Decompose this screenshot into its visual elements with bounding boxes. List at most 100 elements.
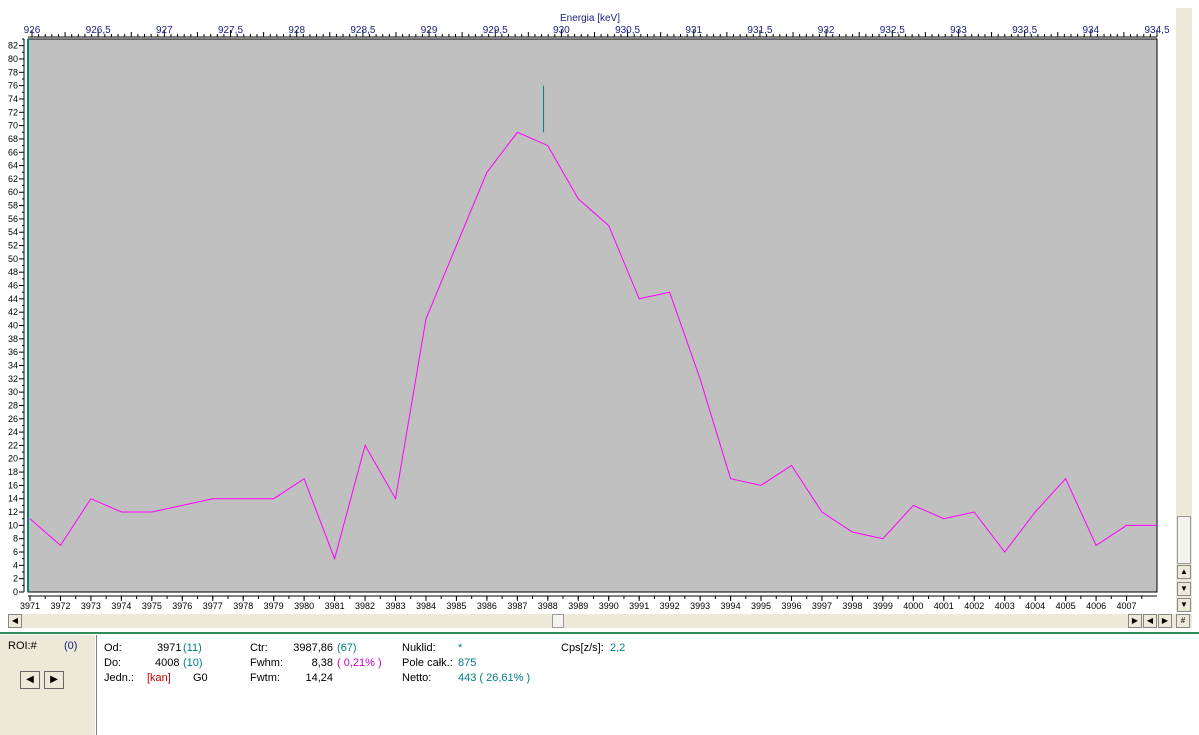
scroll-end-left-button[interactable]: ◀: [1143, 614, 1157, 628]
top-tick-label: 927: [156, 25, 173, 36]
x-tick-label: 3976: [172, 601, 192, 611]
x-tick-label: 3986: [477, 601, 497, 611]
y-tick-label: 70: [8, 121, 18, 131]
y-tick-label: 42: [8, 307, 18, 317]
jedn-value: [kan]: [147, 672, 171, 684]
ctr-label: Ctr:: [250, 642, 268, 654]
y-tick-label: 48: [8, 267, 18, 277]
x-tick-label: 4005: [1056, 601, 1076, 611]
x-tick-label: 3989: [568, 601, 588, 611]
netto-value: 443 ( 26,61% ): [458, 672, 531, 684]
y-tick-label: 28: [8, 400, 18, 410]
scroll-right-button[interactable]: ▶: [1128, 614, 1142, 628]
y-tick-label: 32: [8, 374, 18, 384]
y-tick-label: 80: [8, 54, 18, 64]
y-tick-label: 6: [13, 547, 18, 557]
plot-area[interactable]: [27, 38, 1158, 593]
x-tick-label: 3993: [690, 601, 710, 611]
hash-button[interactable]: #: [1176, 614, 1190, 628]
y-tick-label: 20: [8, 454, 18, 464]
y-tick-label: 50: [8, 254, 18, 264]
y-tick-label: 68: [8, 134, 18, 144]
x-tick-label: 3997: [812, 601, 832, 611]
y-tick-label: 24: [8, 427, 18, 437]
y-tick-label: 36: [8, 347, 18, 357]
scroll-down-button-2[interactable]: ▼: [1177, 598, 1191, 612]
arrow-left-icon: ◀: [26, 674, 34, 685]
y-tick-label: 38: [8, 334, 18, 344]
cps-value: 2,2: [610, 642, 626, 654]
y-tick-label: 66: [8, 147, 18, 157]
x-tick-label: 4006: [1086, 601, 1106, 611]
top-tick-label: 934,5: [1144, 25, 1169, 36]
energy-axis-title: Energia [keV]: [560, 13, 620, 24]
roi-panel: ROI:# (0) ◀ ▶: [0, 635, 95, 735]
x-tick-label: 3992: [660, 601, 680, 611]
y-tick-label: 10: [8, 520, 18, 530]
scroll-left-button[interactable]: ◀: [8, 614, 22, 628]
x-tick-label: 3984: [416, 601, 436, 611]
arrow-right-icon: ▶: [50, 674, 58, 685]
pole-value: 875: [458, 657, 477, 669]
y-tick-label: 46: [8, 281, 18, 291]
spectrum-line: [29, 131, 1157, 561]
scroll-up-button[interactable]: ▲: [1177, 565, 1191, 579]
roi-next-button[interactable]: ▶: [44, 671, 64, 689]
y-tick-label: 2: [13, 574, 18, 584]
x-tick-label: 3995: [751, 601, 771, 611]
y-tick-label: 64: [8, 161, 18, 171]
x-tick-label: 3981: [325, 601, 345, 611]
do-label: Do:: [104, 657, 122, 669]
y-tick-label: 60: [8, 187, 18, 197]
x-tick-label: 3999: [873, 601, 893, 611]
horizontal-scroll-thumb[interactable]: [552, 614, 564, 628]
y-tick-label: 16: [8, 480, 18, 490]
x-tick-label: 3975: [142, 601, 162, 611]
nuklid-value: *: [458, 642, 463, 654]
fwhm-value: 8,38: [311, 657, 333, 669]
roi-value: (0): [64, 640, 78, 652]
x-tick-label: 3980: [294, 601, 314, 611]
top-tick-label: 932,5: [880, 25, 905, 36]
top-tick-label: 930: [553, 25, 570, 36]
horizontal-scrollbar[interactable]: [8, 614, 1192, 628]
top-tick-label: 926: [24, 25, 41, 36]
energy-axis: 926 926,5 927 927,5 928 928,5 929 929,5 930 930,5…: [24, 25, 1170, 38]
peak-info-panel: Od: 3971 (11) Do: 4008 (10) Jedn.: [kan]…: [96, 635, 1199, 735]
top-tick-label: 926,5: [86, 25, 111, 36]
top-tick-label: 933: [950, 25, 967, 36]
x-tick-label: 3977: [203, 601, 223, 611]
x-tick-label: 4000: [903, 601, 923, 611]
do-extra: (10): [183, 657, 203, 669]
scroll-end-right-button[interactable]: ▶: [1158, 614, 1172, 628]
roi-label: ROI:#: [8, 640, 37, 652]
vertical-scrollbar[interactable]: [1176, 8, 1192, 612]
x-tick-label: 4001: [934, 601, 954, 611]
y-tick-label: 18: [8, 467, 18, 477]
y-tick-label: 44: [8, 294, 18, 304]
y-tick-label: 58: [8, 201, 18, 211]
scroll-down-button[interactable]: ▼: [1177, 582, 1191, 596]
top-tick-label: 928,5: [350, 25, 375, 36]
od-value: 3971: [157, 642, 182, 654]
y-tick-label: 56: [8, 214, 18, 224]
y-tick-label: 62: [8, 174, 18, 184]
y-tick-label: 14: [8, 494, 18, 504]
nuklid-label: Nuklid:: [402, 642, 436, 654]
x-tick-label: 3978: [233, 601, 253, 611]
y-tick-label: 72: [8, 107, 18, 117]
jedn-label: Jedn.:: [104, 672, 134, 684]
y-tick-label: 34: [8, 360, 18, 370]
x-tick-label: 3971: [20, 601, 40, 611]
jedn-extra: G0: [193, 672, 208, 684]
x-tick-label: 3991: [629, 601, 649, 611]
ctr-extra: (67): [337, 642, 357, 654]
roi-prev-button[interactable]: ◀: [20, 671, 40, 689]
y-tick-label: 52: [8, 241, 18, 251]
x-tick-label: 4003: [995, 601, 1015, 611]
y-tick-label: 78: [8, 67, 18, 77]
x-tick-label: 3994: [721, 601, 741, 611]
vertical-scroll-thumb[interactable]: [1177, 516, 1191, 564]
x-tick-label: 3982: [355, 601, 375, 611]
spectrum-chart[interactable]: 926 926,5 927 927,5 928 928,5 929 929,5 930 930,5…: [0, 0, 1199, 635]
